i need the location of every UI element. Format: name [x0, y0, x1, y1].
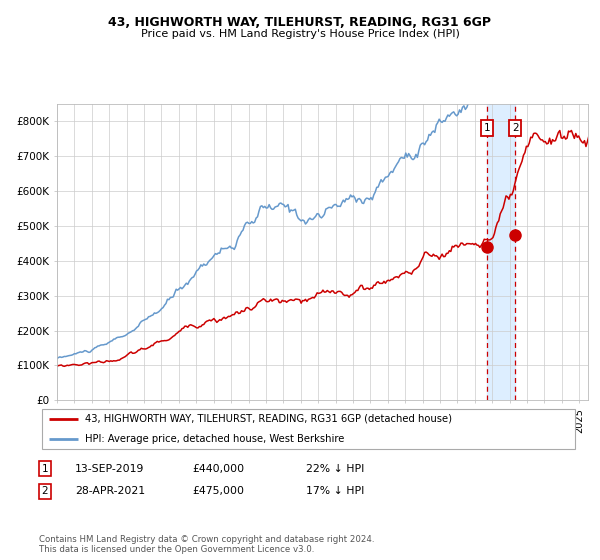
Text: 28-APR-2021: 28-APR-2021: [75, 486, 145, 496]
Text: 17% ↓ HPI: 17% ↓ HPI: [306, 486, 364, 496]
Text: HPI: Average price, detached house, West Berkshire: HPI: Average price, detached house, West…: [85, 434, 344, 444]
Text: 1: 1: [484, 123, 491, 133]
Text: 43, HIGHWORTH WAY, TILEHURST, READING, RG31 6GP (detached house): 43, HIGHWORTH WAY, TILEHURST, READING, R…: [85, 414, 452, 424]
Text: Contains HM Land Registry data © Crown copyright and database right 2024.
This d: Contains HM Land Registry data © Crown c…: [39, 535, 374, 554]
FancyBboxPatch shape: [42, 409, 575, 449]
Text: £440,000: £440,000: [192, 464, 244, 474]
Text: Price paid vs. HM Land Registry's House Price Index (HPI): Price paid vs. HM Land Registry's House …: [140, 29, 460, 39]
Text: 13-SEP-2019: 13-SEP-2019: [75, 464, 145, 474]
Text: 22% ↓ HPI: 22% ↓ HPI: [306, 464, 364, 474]
Text: £475,000: £475,000: [192, 486, 244, 496]
Text: 43, HIGHWORTH WAY, TILEHURST, READING, RG31 6GP: 43, HIGHWORTH WAY, TILEHURST, READING, R…: [109, 16, 491, 29]
Text: 2: 2: [41, 486, 49, 496]
Bar: [487, 104, 515, 400]
Text: 1: 1: [41, 464, 49, 474]
Text: 2: 2: [512, 123, 518, 133]
